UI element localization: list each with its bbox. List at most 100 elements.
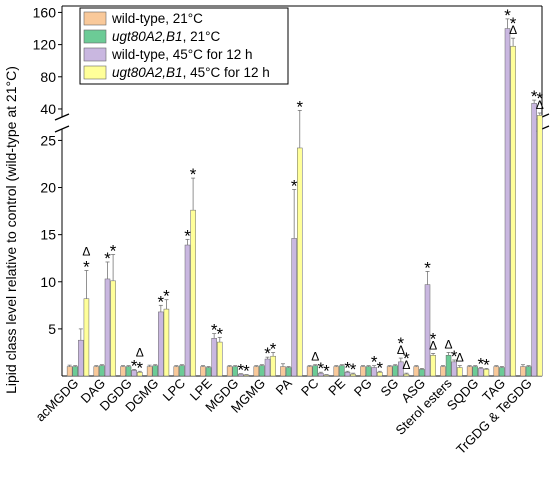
bar-pa-s0 bbox=[280, 366, 286, 377]
legend-box bbox=[79, 7, 289, 85]
bar-acmgdg-s1 bbox=[72, 366, 78, 377]
y-tick-label: 40 bbox=[40, 101, 56, 117]
bar-dag-s3 bbox=[110, 280, 116, 377]
y-tick-label: 5 bbox=[48, 321, 56, 337]
bar-dgmg-s2 bbox=[158, 311, 164, 377]
significance-delta: Δ bbox=[311, 350, 319, 364]
significance-delta: Δ bbox=[82, 244, 90, 258]
bar-sterol-esters-s0 bbox=[440, 366, 446, 377]
bar-dgdg-s0 bbox=[120, 366, 126, 377]
significance-star: * bbox=[344, 358, 351, 377]
significance-star: * bbox=[163, 287, 170, 306]
significance-star: * bbox=[158, 292, 165, 311]
bar-trgdg-tegdg-s1 bbox=[525, 366, 532, 377]
significance-star: * bbox=[238, 361, 245, 380]
legend-swatch-0 bbox=[83, 11, 107, 26]
bar-pa-s2 bbox=[291, 238, 297, 377]
bar-asg-s0 bbox=[413, 366, 420, 377]
significance-star: * bbox=[430, 329, 437, 348]
bar-trgdg-tegdg-s0 bbox=[520, 366, 526, 377]
significance-star: * bbox=[398, 334, 405, 353]
legend-swatch-1 bbox=[83, 29, 107, 44]
bar-pg-s0 bbox=[360, 366, 366, 377]
y-tick-label: 80 bbox=[40, 69, 56, 85]
bar-sg-s0 bbox=[386, 366, 393, 377]
bar-mgdg-s0 bbox=[226, 366, 233, 377]
legend-label-2: wild-type, 45°C for 12 h bbox=[111, 47, 252, 62]
significance-star: * bbox=[483, 355, 490, 374]
x-tick-label: acMGDG bbox=[33, 376, 82, 425]
y-tick-label: 15 bbox=[40, 227, 56, 243]
legend-swatch-2 bbox=[83, 47, 107, 62]
bar-sg-s3 bbox=[403, 373, 410, 377]
bar-trgdg-tegdg-s3 bbox=[537, 115, 543, 377]
bar-dag-s1 bbox=[99, 365, 105, 377]
bar-asg-s3 bbox=[430, 355, 436, 377]
x-tick-label: PC bbox=[298, 376, 321, 399]
significance-star: * bbox=[243, 362, 250, 381]
bar-tag-s1 bbox=[499, 367, 505, 377]
bar-mgmg-s1 bbox=[259, 365, 265, 377]
significance-delta: Δ bbox=[456, 351, 464, 365]
significance-star: * bbox=[136, 358, 143, 377]
legend-label-0: wild-type, 21°C bbox=[111, 11, 203, 26]
bar-lpc-s1 bbox=[179, 365, 185, 377]
significance-star: * bbox=[131, 356, 138, 375]
bar-lpe-s2 bbox=[211, 338, 217, 377]
significance-star: * bbox=[270, 339, 277, 358]
significance-star: * bbox=[110, 241, 117, 260]
bar-lpc-s3 bbox=[190, 209, 196, 377]
significance-star: * bbox=[504, 6, 511, 25]
significance-star: * bbox=[104, 249, 111, 268]
significance-delta: Δ bbox=[136, 345, 144, 359]
bar-dag-s0 bbox=[93, 366, 100, 377]
y-axis-label: Lipid class level relative to control (w… bbox=[3, 66, 19, 394]
bar-mgmg-s0 bbox=[253, 366, 260, 377]
y-tick-label: 160 bbox=[33, 4, 57, 20]
bar-lpc-s0 bbox=[173, 366, 180, 377]
bar-acmgdg-s0 bbox=[66, 366, 73, 377]
bar-tag-s3 bbox=[510, 45, 516, 377]
legend-label-3: ugt80A2,B1, 45°C for 12 h bbox=[112, 65, 270, 80]
bar-pa-s1 bbox=[285, 367, 292, 377]
bar-pa-s3 bbox=[297, 147, 303, 377]
significance-star: * bbox=[350, 360, 357, 379]
bar-asg-s1 bbox=[419, 369, 425, 377]
significance-delta: Δ bbox=[402, 358, 410, 372]
x-tick-label: PA bbox=[273, 375, 295, 397]
significance-star: * bbox=[478, 355, 485, 374]
significance-delta: Δ bbox=[509, 23, 517, 37]
bar-tag-s2 bbox=[504, 28, 511, 377]
bar-sqdg-s0 bbox=[466, 366, 473, 377]
bar-dgmg-s0 bbox=[146, 366, 153, 377]
significance-delta: Δ bbox=[445, 337, 453, 351]
significance-star: * bbox=[264, 344, 271, 363]
bar-dgmg-s3 bbox=[163, 308, 170, 377]
bar-lpe-s1 bbox=[205, 367, 212, 377]
significance-star: * bbox=[296, 97, 303, 116]
significance-star: * bbox=[184, 226, 191, 245]
significance-star: * bbox=[83, 257, 90, 276]
significance-star: * bbox=[291, 176, 298, 195]
bar-pc-s0 bbox=[306, 366, 313, 377]
x-tick-label: LPC bbox=[160, 376, 188, 404]
y-tick-label: 10 bbox=[40, 274, 56, 290]
bar-dgmg-s1 bbox=[152, 365, 158, 377]
bar-acmgdg-s2 bbox=[78, 339, 84, 377]
significance-star: * bbox=[451, 347, 458, 366]
significance-delta: Δ bbox=[397, 343, 405, 357]
bar-dag-s2 bbox=[104, 278, 111, 377]
y-tick-label: 120 bbox=[33, 37, 57, 53]
significance-delta: Δ bbox=[536, 98, 544, 112]
bar-mgmg-s3 bbox=[270, 355, 276, 377]
significance-star: * bbox=[510, 14, 517, 33]
y-tick-label: 20 bbox=[40, 180, 56, 196]
bar-lpc-s2 bbox=[184, 244, 191, 377]
bar-lpe-s0 bbox=[200, 366, 206, 377]
significance-star: * bbox=[424, 258, 431, 277]
significance-star: * bbox=[531, 87, 538, 106]
bar-pe-s0 bbox=[333, 366, 340, 377]
y-tick-label: 25 bbox=[40, 132, 56, 148]
